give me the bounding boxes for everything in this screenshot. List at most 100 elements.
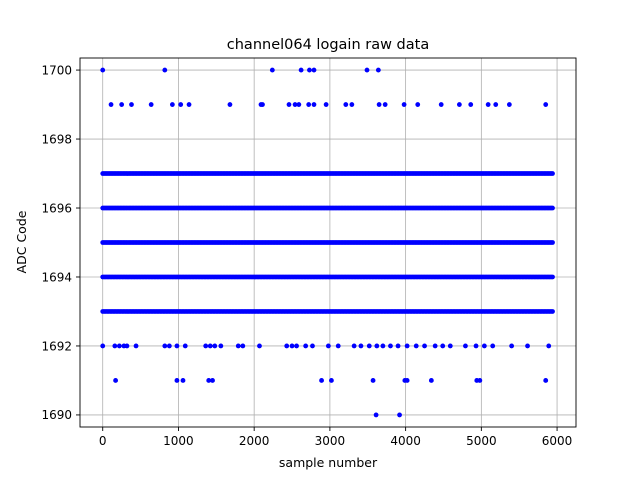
data-point	[509, 343, 515, 349]
y-tick-label: 1698	[41, 132, 72, 146]
data-point	[490, 343, 496, 349]
data-point	[351, 343, 357, 349]
data-point	[329, 378, 334, 383]
data-point	[481, 343, 487, 349]
y-tick-label: 1700	[41, 63, 72, 77]
chart-title: channel064 logain raw data	[227, 37, 429, 53]
data-point	[473, 343, 479, 349]
data-point	[440, 343, 446, 349]
data-point	[546, 343, 552, 349]
data-point	[364, 67, 370, 73]
data-point	[343, 102, 349, 107]
data-point	[162, 67, 168, 73]
data-point	[269, 67, 275, 73]
x-tick-label: 1000	[163, 434, 194, 448]
data-point	[395, 343, 401, 349]
data-point	[119, 102, 125, 107]
data-point	[227, 102, 233, 107]
data-point	[456, 102, 462, 107]
x-tick-label: 5000	[466, 434, 497, 448]
data-point	[296, 102, 302, 107]
data-point	[382, 102, 388, 107]
data-point	[310, 343, 315, 349]
y-tick-label: 1690	[41, 408, 72, 422]
data-point	[289, 343, 295, 349]
data-point	[375, 67, 381, 73]
data-point	[543, 102, 549, 107]
data-point	[447, 343, 453, 349]
data-point	[292, 102, 298, 107]
data-point	[415, 102, 421, 107]
data-point	[206, 378, 212, 383]
data-point	[166, 343, 172, 349]
data-point	[319, 378, 324, 383]
data-point	[373, 412, 379, 418]
data-point	[207, 343, 213, 349]
data-point	[404, 343, 410, 349]
data-point	[210, 378, 215, 383]
data-point	[422, 343, 427, 349]
x-axis-label: sample number	[279, 455, 378, 470]
data-point	[307, 67, 312, 73]
data-point	[112, 343, 118, 349]
data-point	[311, 102, 317, 107]
y-tick-label: 1692	[41, 339, 72, 353]
x-tick-label: 2000	[239, 434, 270, 448]
data-points	[100, 67, 555, 418]
data-point	[543, 378, 549, 383]
data-point	[323, 102, 329, 107]
data-point	[376, 102, 382, 107]
data-point	[260, 102, 265, 107]
data-point	[186, 102, 192, 107]
data-point	[404, 378, 410, 383]
data-point	[218, 343, 224, 349]
data-point	[212, 343, 218, 349]
data-point	[100, 67, 106, 73]
data-point	[401, 102, 407, 107]
data-point	[174, 378, 180, 383]
data-point	[178, 102, 184, 107]
data-point	[298, 67, 304, 73]
data-point	[374, 343, 380, 349]
data-point	[257, 343, 262, 349]
x-axis: 0 1000 2000 3000 4000 5000 6000	[99, 427, 572, 448]
y-axis: 1690 1692 1694 1696 1698 1700	[41, 63, 80, 422]
data-point	[133, 343, 139, 349]
data-point	[325, 343, 331, 349]
data-point	[525, 343, 530, 349]
data-point	[116, 343, 122, 349]
data-point	[349, 102, 355, 107]
data-point	[380, 343, 386, 349]
data-point	[438, 102, 444, 107]
data-point	[284, 343, 290, 349]
y-tick-label: 1694	[41, 270, 72, 284]
data-point	[124, 343, 130, 349]
data-point	[493, 102, 499, 107]
data-point	[550, 171, 555, 176]
x-tick-label: 6000	[542, 434, 573, 448]
x-tick-label: 3000	[315, 434, 346, 448]
data-point	[311, 67, 317, 73]
x-tick-label: 0	[99, 434, 107, 448]
data-point	[397, 412, 402, 418]
data-point	[550, 274, 555, 280]
data-point	[370, 378, 376, 383]
data-point	[306, 102, 312, 107]
data-point	[108, 102, 114, 107]
data-point	[550, 309, 555, 314]
data-point	[235, 343, 241, 349]
data-point	[485, 102, 491, 107]
data-point	[388, 343, 393, 349]
data-point	[413, 343, 419, 349]
data-point	[294, 343, 299, 349]
data-point	[477, 378, 483, 383]
data-point	[100, 343, 106, 349]
data-point	[366, 343, 372, 349]
data-point	[180, 378, 186, 383]
data-point	[240, 343, 246, 349]
data-point	[550, 205, 555, 211]
y-axis-label: ADC Code	[14, 210, 29, 273]
x-tick-label: 4000	[390, 434, 421, 448]
data-point	[550, 240, 555, 245]
